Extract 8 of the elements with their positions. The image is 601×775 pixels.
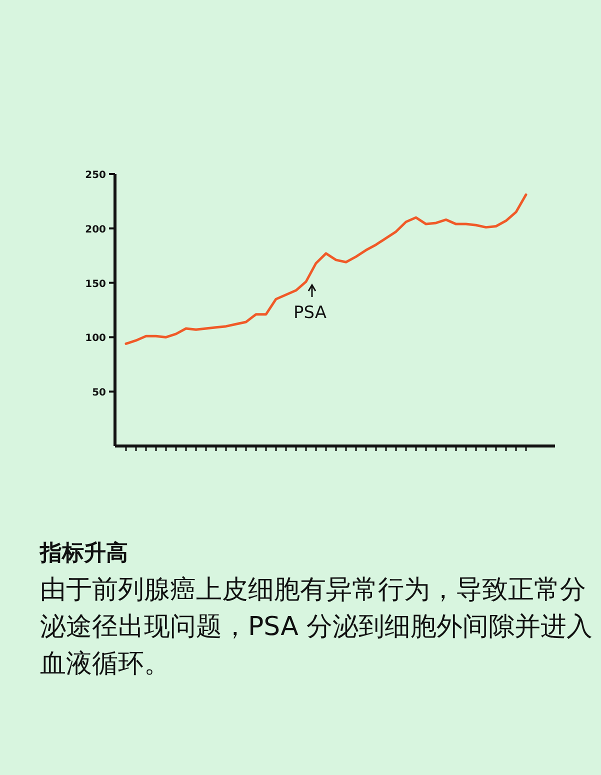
text: 由于前列腺癌上皮细胞有异常行为，导致正常分泌途径出现问题，PSA 分泌到细胞外间隙并进入血液循环。 [40, 574, 594, 681]
y-tick-label: 50 [92, 388, 106, 399]
y-tick-label: 150 [85, 278, 106, 290]
annotation: PSA [294, 303, 327, 323]
y-tick-label: 100 [85, 333, 106, 344]
y-tick-label: 250 [85, 170, 106, 181]
text: 指标升高 [40, 540, 129, 568]
y-tick-label: 200 [85, 224, 106, 236]
